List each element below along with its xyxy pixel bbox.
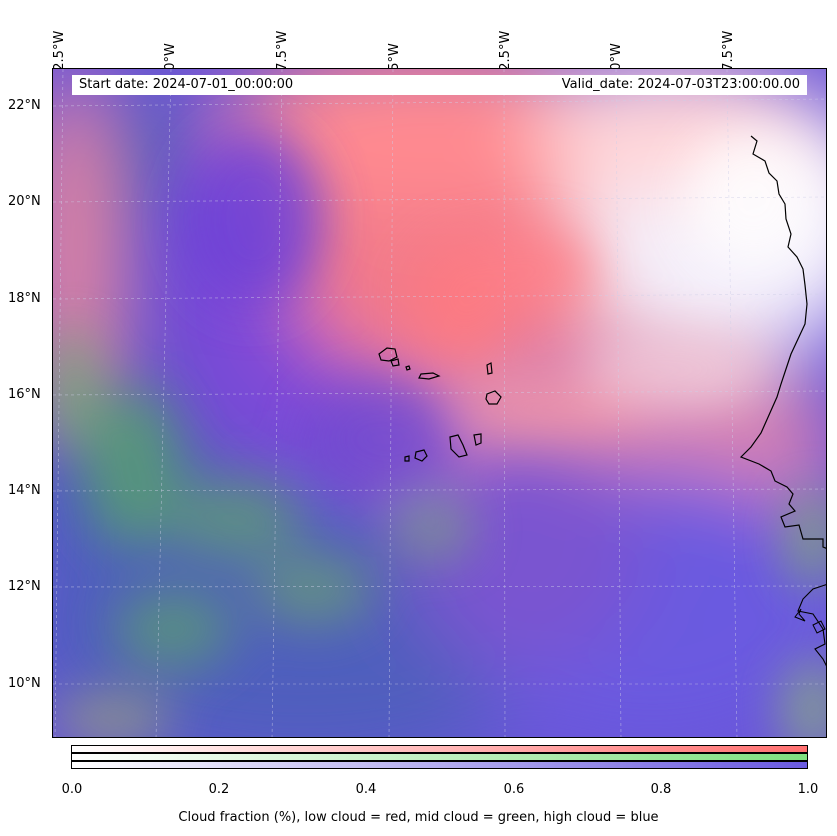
colorbar: [71, 745, 808, 770]
colorbar-label: Cloud fraction (%), low cloud = red, mid…: [178, 810, 659, 825]
island-sao-nicolau: [418, 372, 441, 380]
lat-label-20n: 20°N: [8, 194, 41, 209]
cape-verde-islands: [378, 347, 502, 462]
colorbar-tick-1: 0.2: [208, 782, 230, 797]
island-santo-antao: [378, 347, 398, 362]
valid-date-text: Valid_date: 2024-07-03T23:00:00.00: [561, 77, 800, 92]
colorbar-tick-4: 0.8: [650, 782, 672, 797]
cloud-fraction-map: [52, 68, 827, 738]
colorbar-high-cloud: [71, 761, 808, 769]
coast-island-1: [794, 608, 806, 622]
island-santiago: [449, 434, 468, 458]
island-brava: [404, 455, 410, 462]
colorbar-tick-2: 0.4: [355, 782, 377, 797]
coast-island-2: [812, 620, 826, 634]
island-boa-vista: [485, 390, 502, 405]
start-date-text: Start date: 2024-07-01_00:00:00: [79, 77, 294, 92]
date-banner: Start date: 2024-07-01_00:00:00 Valid_da…: [72, 75, 807, 95]
island-sao-vicente: [390, 358, 400, 367]
island-sal: [486, 362, 493, 375]
lat-label-16n: 16°N: [8, 387, 41, 402]
colorbar-tick-3: 0.6: [503, 782, 525, 797]
island-fogo: [414, 449, 428, 462]
lat-label-12n: 12°N: [8, 579, 41, 594]
colorbar-low-cloud: [71, 745, 808, 753]
africa-coastline-south: [797, 584, 826, 667]
africa-coastline: [739, 135, 826, 549]
lat-label-22n: 22°N: [8, 98, 41, 113]
graticule: [53, 69, 826, 737]
colorbar-tick-0: 0.0: [61, 782, 83, 797]
lat-label-10n: 10°N: [8, 676, 41, 691]
colorbar-mid-cloud: [71, 753, 808, 761]
lat-label-18n: 18°N: [8, 291, 41, 306]
island-santa-luzia: [405, 365, 411, 371]
lat-label-14n: 14°N: [8, 483, 41, 498]
colorbar-tick-5: 1.0: [797, 782, 819, 797]
map-canvas: [53, 69, 826, 737]
island-maio: [473, 433, 482, 446]
cloud-field-detail: [53, 129, 826, 737]
